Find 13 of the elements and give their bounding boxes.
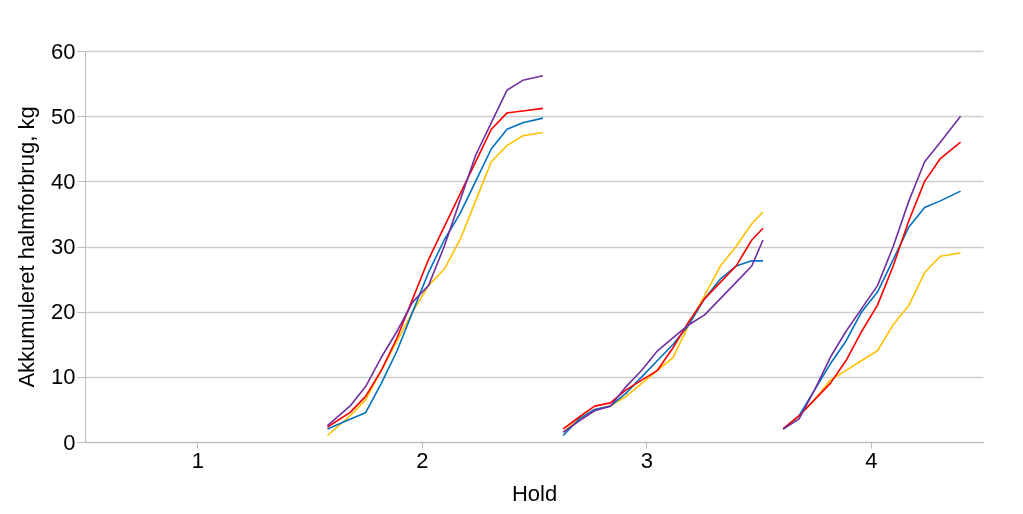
y-tick-label: 30 bbox=[51, 234, 76, 259]
y-tick-label: 50 bbox=[51, 103, 76, 129]
x-tick-label: 1 bbox=[191, 447, 204, 473]
y-tick-label: 60 bbox=[51, 38, 76, 64]
y-tick-label: 40 bbox=[51, 168, 76, 194]
y-axis-title: Akkumuleret halmforbrug, kg bbox=[14, 106, 40, 388]
x-tick-label: 4 bbox=[865, 447, 878, 473]
y-tick-label: 10 bbox=[51, 364, 76, 390]
x-tick-label: 3 bbox=[640, 447, 653, 473]
y-tick-label: 0 bbox=[63, 429, 76, 455]
y-tick-label: 20 bbox=[51, 299, 76, 325]
x-tick-label: 2 bbox=[416, 447, 429, 473]
x-axis-title: Hold bbox=[511, 480, 558, 506]
